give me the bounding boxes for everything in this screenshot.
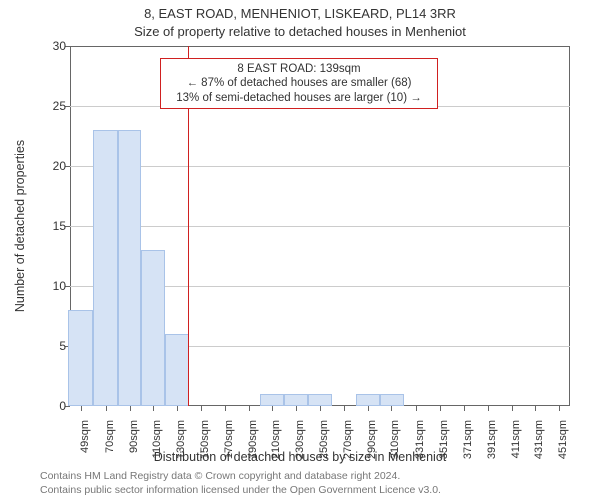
x-tick-mark xyxy=(272,406,273,411)
histogram-bar xyxy=(165,334,189,406)
plot-area: 49sqm70sqm90sqm110sqm130sqm150sqm170sqm1… xyxy=(70,46,570,406)
x-tick-label: 49sqm xyxy=(79,420,91,453)
x-tick-mark xyxy=(464,406,465,411)
x-tick-mark xyxy=(106,406,107,411)
histogram-bar xyxy=(284,394,308,406)
x-tick-label: 90sqm xyxy=(128,420,140,453)
x-tick-mark xyxy=(320,406,321,411)
x-tick-mark xyxy=(440,406,441,411)
gridline xyxy=(70,166,570,167)
histogram-bar xyxy=(93,130,117,406)
x-tick-mark xyxy=(512,406,513,411)
y-tick-label: 20 xyxy=(26,159,66,173)
x-tick-mark xyxy=(201,406,202,411)
x-tick-mark xyxy=(559,406,560,411)
x-tick-mark xyxy=(535,406,536,411)
footer-copyright-1: Contains HM Land Registry data © Crown c… xyxy=(40,470,400,482)
histogram-bar xyxy=(308,394,332,406)
y-tick-label: 5 xyxy=(26,339,66,353)
annotation-box: 8 EAST ROAD: 139sqm← 87% of detached hou… xyxy=(160,58,438,109)
x-tick-mark xyxy=(225,406,226,411)
y-tick-label: 15 xyxy=(26,219,66,233)
chart-title-subtitle: Size of property relative to detached ho… xyxy=(0,24,600,39)
x-tick-mark xyxy=(344,406,345,411)
x-tick-mark xyxy=(296,406,297,411)
x-tick-mark xyxy=(81,406,82,411)
x-tick-mark xyxy=(416,406,417,411)
histogram-bar xyxy=(380,394,404,406)
histogram-bar xyxy=(260,394,284,406)
annotation-line: 8 EAST ROAD: 139sqm xyxy=(167,62,431,76)
footer-copyright-2: Contains public sector information licen… xyxy=(40,484,441,496)
y-tick-label: 10 xyxy=(26,279,66,293)
x-tick-label: 70sqm xyxy=(104,420,116,453)
x-tick-mark xyxy=(488,406,489,411)
chart-title-address: 8, EAST ROAD, MENHENIOT, LISKEARD, PL14 … xyxy=(0,6,600,21)
y-tick-label: 0 xyxy=(26,399,66,413)
x-tick-mark xyxy=(130,406,131,411)
gridline xyxy=(70,226,570,227)
x-tick-mark xyxy=(391,406,392,411)
x-tick-mark xyxy=(368,406,369,411)
annotation-line: ← 87% of detached houses are smaller (68… xyxy=(167,76,431,90)
histogram-bar xyxy=(141,250,165,406)
x-axis-label: Distribution of detached houses by size … xyxy=(0,450,600,464)
histogram-bar xyxy=(356,394,380,406)
y-tick-label: 30 xyxy=(26,39,66,53)
x-tick-mark xyxy=(177,406,178,411)
y-tick-label: 25 xyxy=(26,99,66,113)
x-tick-mark xyxy=(249,406,250,411)
histogram-bar xyxy=(118,130,142,406)
y-axis-label: Number of detached properties xyxy=(13,140,27,312)
histogram-bar xyxy=(68,310,93,406)
annotation-line: 13% of semi-detached houses are larger (… xyxy=(167,91,431,105)
x-tick-mark xyxy=(153,406,154,411)
chart-container: 8, EAST ROAD, MENHENIOT, LISKEARD, PL14 … xyxy=(0,0,600,500)
